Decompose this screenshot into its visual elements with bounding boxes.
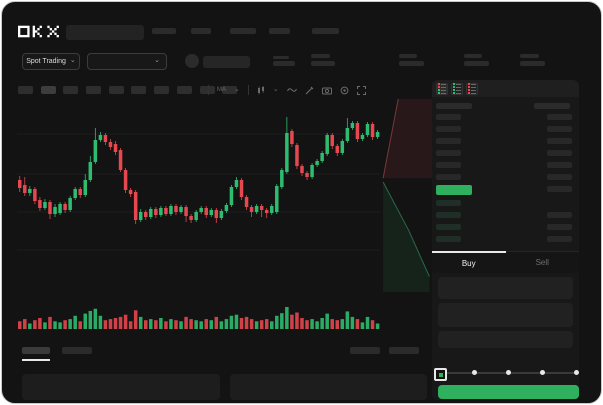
divider bbox=[208, 85, 209, 95]
timeframe-button[interactable] bbox=[222, 86, 238, 94]
last-price-badge[interactable] bbox=[436, 185, 472, 195]
buy-tab-label: Buy bbox=[461, 258, 476, 268]
timeframe-button[interactable] bbox=[86, 86, 102, 94]
last-price-amount bbox=[547, 186, 572, 192]
buy-tab[interactable]: Buy bbox=[432, 251, 506, 273]
history-link[interactable] bbox=[389, 347, 419, 354]
buy-submit-button[interactable] bbox=[438, 385, 579, 399]
orders-tab-active[interactable] bbox=[22, 347, 50, 354]
pair-search-input[interactable] bbox=[66, 25, 144, 40]
candle-type-icon[interactable] bbox=[257, 85, 265, 95]
active-tab-underline bbox=[22, 359, 50, 361]
price-input[interactable] bbox=[438, 277, 573, 299]
asks-book-icon[interactable] bbox=[466, 82, 478, 95]
timeframe-button[interactable] bbox=[18, 86, 33, 94]
chevron-down-icon[interactable]: ⌄ bbox=[272, 85, 279, 93]
timeframe-button[interactable] bbox=[131, 86, 147, 94]
nav-item[interactable] bbox=[269, 28, 290, 34]
stat-label bbox=[464, 54, 482, 58]
okx-logo bbox=[18, 25, 59, 38]
amount-slider[interactable] bbox=[434, 368, 579, 381]
stat-value bbox=[399, 61, 424, 66]
sell-tab-label: Sell bbox=[535, 257, 549, 267]
coin-avatar bbox=[185, 54, 199, 68]
orderbook-row[interactable] bbox=[436, 236, 572, 248]
orders-panel-placeholder bbox=[230, 374, 427, 400]
chevron-down-icon: ⌄ bbox=[154, 57, 160, 64]
orderbook-row[interactable] bbox=[436, 114, 572, 126]
bids-book-icon[interactable] bbox=[451, 82, 463, 95]
timeframe-button[interactable] bbox=[108, 86, 124, 94]
draw-tool-icon[interactable] bbox=[305, 86, 314, 95]
line-chart-icon[interactable] bbox=[286, 86, 297, 94]
camera-icon[interactable] bbox=[321, 86, 332, 95]
stat-value bbox=[464, 61, 489, 66]
chevron-down-icon[interactable]: ⌄ bbox=[234, 85, 240, 93]
timeframe-button[interactable] bbox=[199, 86, 215, 94]
nav-item[interactable] bbox=[312, 28, 339, 34]
sell-tab[interactable]: Sell bbox=[506, 252, 580, 272]
chart-tools: MA ⌄ ⌄ bbox=[208, 85, 366, 95]
timeframe-button[interactable] bbox=[176, 86, 192, 94]
fullscreen-icon[interactable] bbox=[356, 85, 366, 95]
orders-panel-placeholder bbox=[22, 374, 220, 400]
side-tabs: Buy Sell bbox=[432, 251, 579, 273]
orderbook-row[interactable] bbox=[436, 200, 572, 212]
slider-step-dot[interactable] bbox=[573, 370, 579, 375]
market-type-label: Spot Trading bbox=[26, 58, 66, 65]
orderbook-toolbar bbox=[432, 80, 579, 97]
market-type-dropdown[interactable]: Spot Trading ⌄ bbox=[22, 53, 80, 70]
timeframe-bar bbox=[18, 86, 238, 94]
orderbook-row[interactable] bbox=[436, 162, 572, 174]
total-input[interactable] bbox=[438, 331, 573, 348]
slider-step-dot[interactable] bbox=[471, 370, 477, 375]
slider-step-dot[interactable] bbox=[539, 370, 545, 375]
divider bbox=[247, 85, 249, 95]
amount-input[interactable] bbox=[438, 303, 573, 327]
indicator-icon[interactable]: MA bbox=[217, 87, 226, 93]
nav-item[interactable] bbox=[230, 28, 256, 34]
nav-item[interactable] bbox=[152, 28, 176, 34]
stat-value bbox=[311, 61, 335, 66]
pair-dropdown[interactable]: ⌄ bbox=[87, 53, 167, 70]
timeframe-button[interactable] bbox=[154, 86, 170, 94]
stat-label bbox=[311, 54, 330, 58]
timeframe-button[interactable] bbox=[40, 86, 56, 94]
orderbook-row[interactable] bbox=[436, 212, 572, 224]
stat-label bbox=[399, 54, 417, 58]
history-link[interactable] bbox=[350, 347, 380, 354]
orderbook-row[interactable] bbox=[436, 138, 572, 150]
timeframe-button[interactable] bbox=[63, 86, 79, 94]
orderbook-row[interactable] bbox=[436, 150, 572, 162]
stat-label bbox=[520, 54, 539, 58]
stat-value bbox=[273, 61, 295, 66]
settings-gear-icon[interactable] bbox=[340, 86, 349, 95]
orderbook-amount-header bbox=[534, 103, 570, 109]
stat-label bbox=[273, 56, 289, 59]
chevron-down-icon: ⌄ bbox=[69, 57, 76, 64]
bid-rows bbox=[436, 200, 572, 248]
orderbook-row[interactable] bbox=[436, 224, 572, 236]
orderbook-price-header bbox=[436, 103, 472, 109]
orderbook-row[interactable] bbox=[436, 174, 572, 186]
stat-value bbox=[520, 61, 545, 66]
pair-name-placeholder bbox=[203, 56, 250, 68]
depth-chart bbox=[382, 99, 432, 292]
ask-rows bbox=[436, 114, 572, 186]
orderbook-row[interactable] bbox=[436, 126, 572, 138]
slider-handle[interactable] bbox=[434, 368, 447, 381]
slider-step-dot[interactable] bbox=[505, 370, 511, 375]
orders-tab[interactable] bbox=[62, 347, 92, 354]
nav-item[interactable] bbox=[191, 28, 211, 34]
combined-book-icon[interactable] bbox=[436, 82, 448, 95]
candlestick-chart[interactable] bbox=[17, 102, 380, 332]
